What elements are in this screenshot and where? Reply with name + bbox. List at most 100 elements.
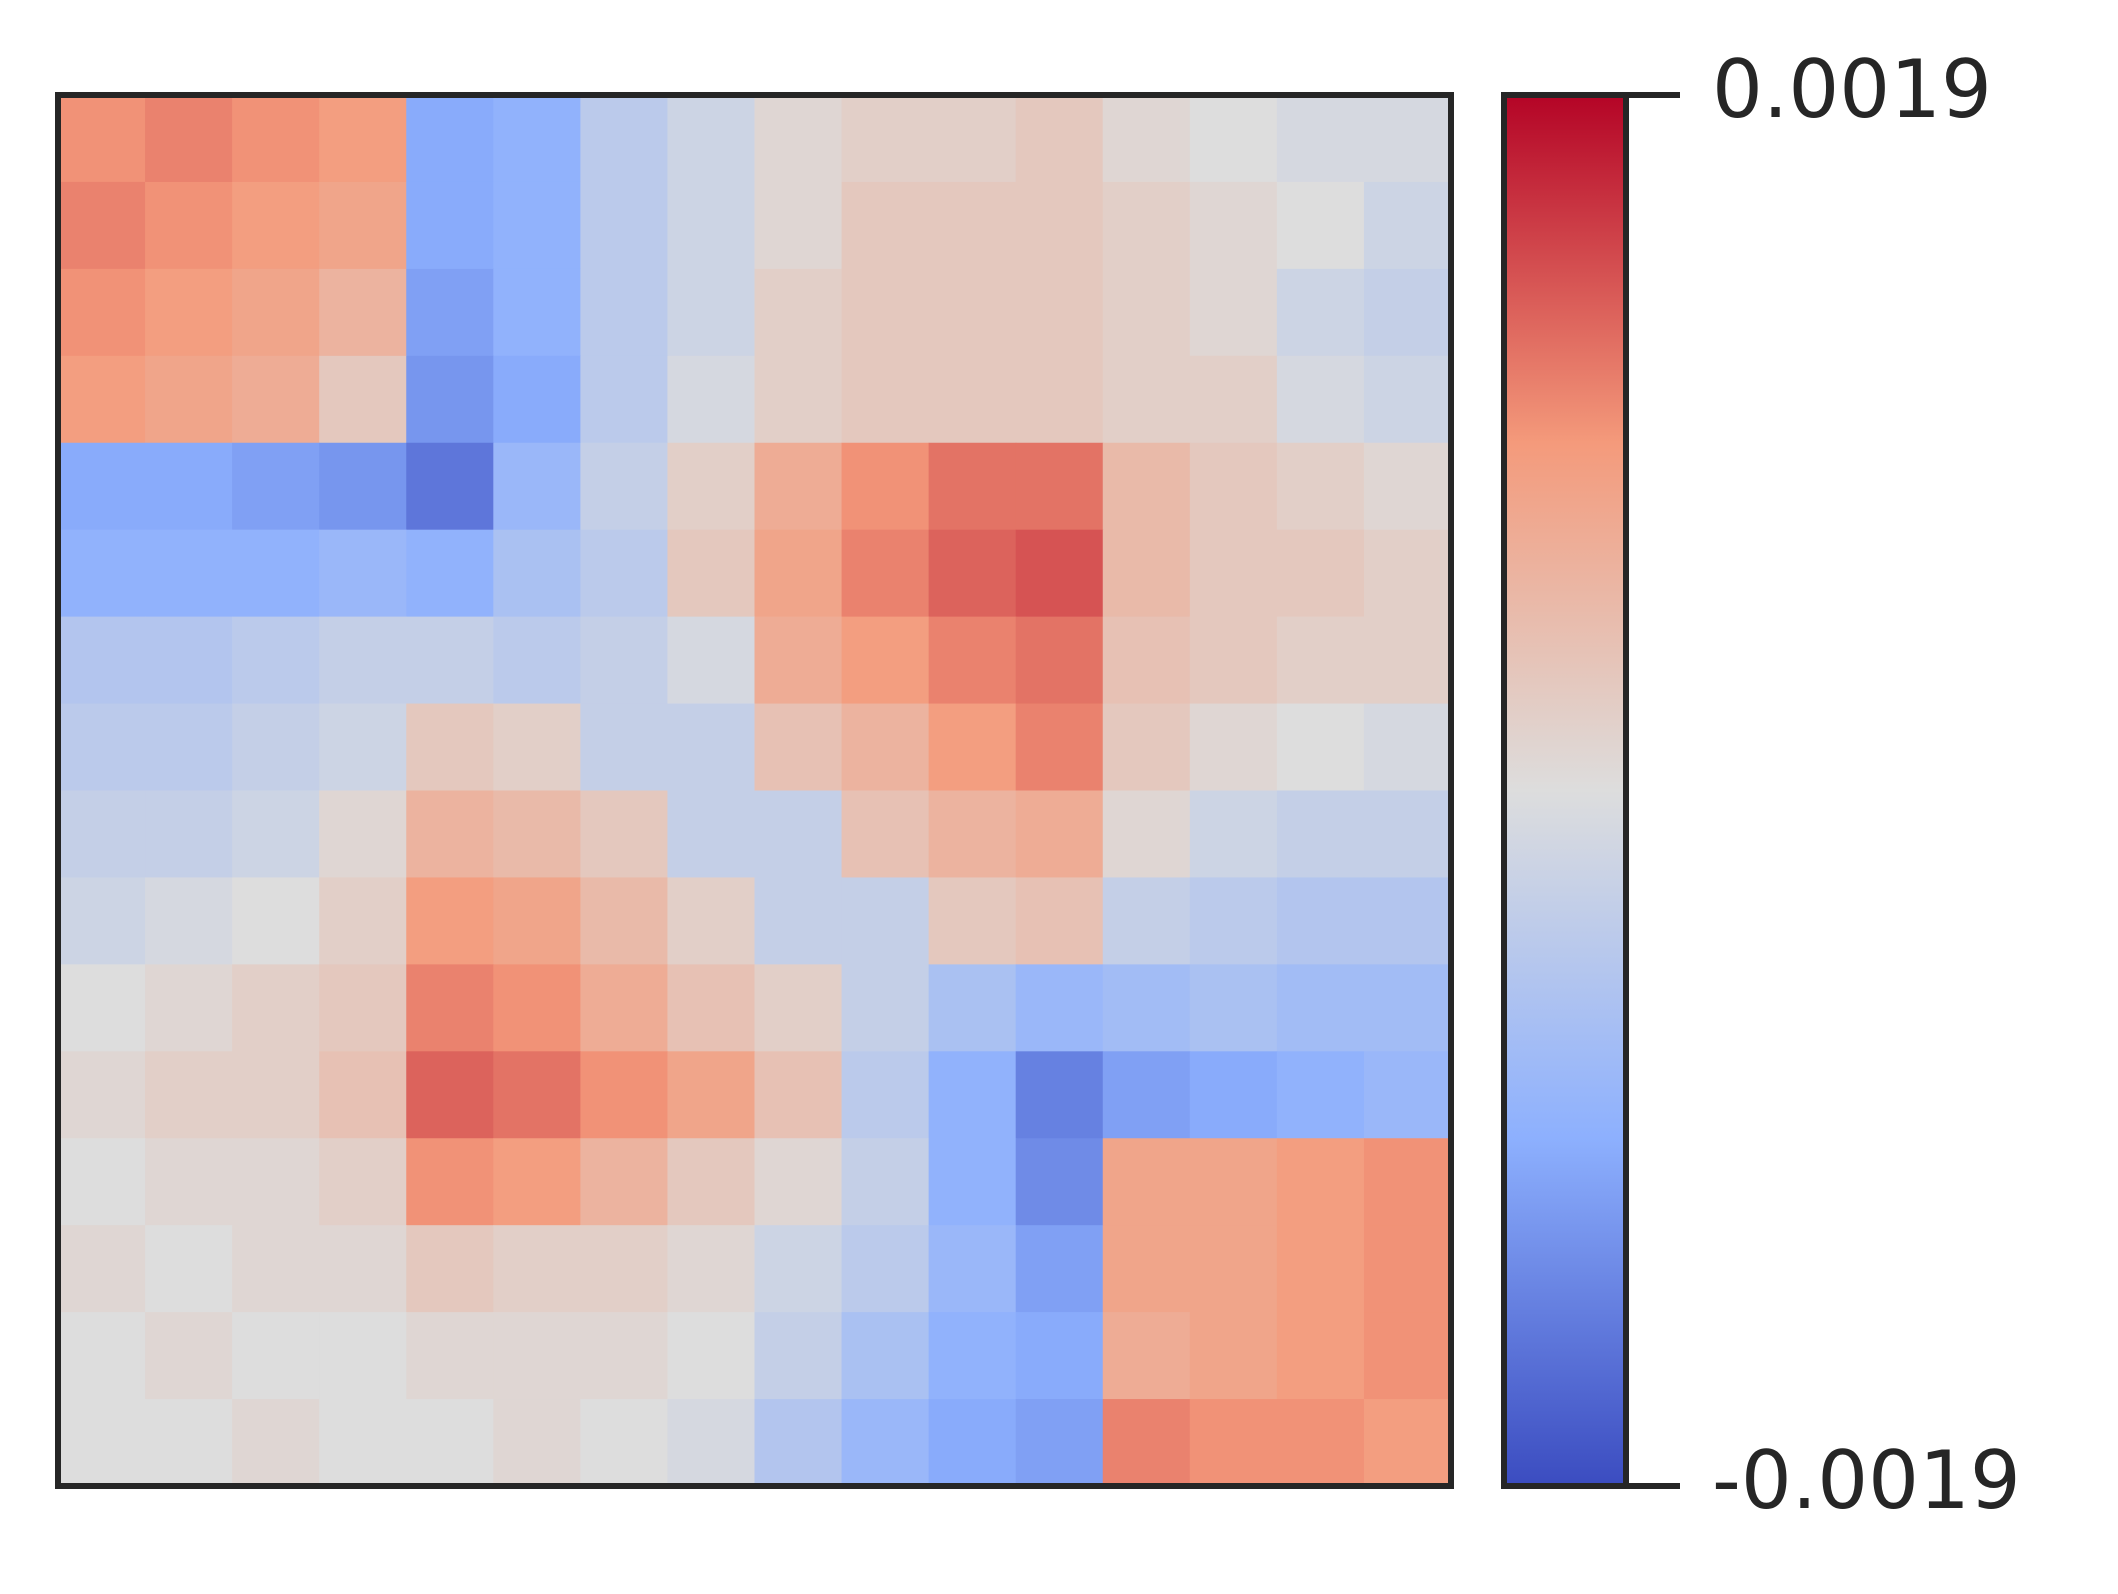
heatmap-cell	[232, 1399, 320, 1487]
heatmap-cell	[493, 964, 581, 1052]
heatmap-cell	[841, 790, 930, 879]
heatmap-cell	[667, 1399, 756, 1487]
heatmap-cell	[928, 703, 1017, 792]
heatmap-cell	[493, 1138, 581, 1226]
heatmap-cell	[1189, 529, 1278, 618]
heatmap-cell	[1015, 616, 1104, 705]
heatmap-cell	[928, 964, 1017, 1052]
heatmap-cell	[1189, 355, 1278, 444]
heatmap-cell	[319, 181, 407, 270]
heatmap-cell	[667, 1312, 756, 1400]
heatmap-cell	[928, 1312, 1017, 1400]
heatmap-cell	[406, 268, 494, 357]
heatmap-cell	[406, 95, 494, 183]
heatmap-cell	[493, 703, 581, 792]
heatmap-cell	[145, 529, 233, 618]
heatmap-cell	[580, 1138, 669, 1226]
heatmap-cell	[319, 1312, 407, 1400]
heatmap-cell	[319, 703, 407, 792]
heatmap-cell	[1276, 1399, 1365, 1487]
heatmap-cell	[493, 268, 581, 357]
heatmap-cell	[667, 1138, 756, 1226]
heatmap-cell	[841, 95, 930, 183]
heatmap-cell	[754, 1138, 843, 1226]
heatmap-cell	[1276, 355, 1365, 444]
heatmap-cell	[1102, 529, 1191, 618]
heatmap-cell	[841, 1138, 930, 1226]
heatmap-cell	[319, 529, 407, 618]
heatmap-cell	[406, 790, 494, 879]
heatmap-cell	[58, 1312, 146, 1400]
heatmap-cell	[1015, 442, 1104, 531]
heatmap-cell	[1015, 1225, 1104, 1313]
heatmap-cell	[1189, 703, 1278, 792]
heatmap-cell	[928, 442, 1017, 531]
heatmap-cell	[493, 355, 581, 444]
heatmap-cell	[841, 181, 930, 270]
heatmap-cell	[319, 1051, 407, 1139]
heatmap-cell	[1015, 703, 1104, 792]
heatmap-cell	[1015, 355, 1104, 444]
heatmap-cell	[493, 1399, 581, 1487]
heatmap-cell	[58, 616, 146, 705]
heatmap-cell	[406, 181, 494, 270]
heatmap-cell	[1189, 1051, 1278, 1139]
heatmap-cell	[667, 95, 756, 183]
heatmap-cell	[1363, 1225, 1452, 1313]
heatmap-cell	[1363, 529, 1452, 618]
heatmap-cell	[667, 268, 756, 357]
heatmap-cell	[232, 1138, 320, 1226]
heatmap-cell	[58, 95, 146, 183]
heatmap-cell	[1189, 268, 1278, 357]
heatmap-cell	[319, 355, 407, 444]
heatmap-cell	[841, 964, 930, 1052]
heatmap-cell	[232, 181, 320, 270]
heatmap-cell	[754, 529, 843, 618]
heatmap-cell	[232, 703, 320, 792]
heatmap-cell	[493, 1312, 581, 1400]
heatmap-cell	[232, 442, 320, 531]
heatmap-cell	[928, 877, 1017, 965]
heatmap-cell	[1363, 1138, 1452, 1226]
heatmap-cell	[1015, 95, 1104, 183]
heatmap-cell	[928, 268, 1017, 357]
heatmap-cell	[928, 1225, 1017, 1313]
heatmap-cell	[1102, 1051, 1191, 1139]
heatmap-cell	[1189, 95, 1278, 183]
heatmap-cell	[667, 616, 756, 705]
heatmap-cell	[232, 529, 320, 618]
heatmap-cell	[580, 95, 669, 183]
heatmap-cell	[928, 181, 1017, 270]
heatmap-cell	[667, 1225, 756, 1313]
heatmap-cell	[580, 1312, 669, 1400]
heatmap-cell	[145, 964, 233, 1052]
heatmap-cell	[406, 529, 494, 618]
colorbar-tick-label: 0.0019	[1712, 43, 1992, 136]
heatmap-cell	[841, 268, 930, 357]
heatmap-cell	[58, 1138, 146, 1226]
heatmap-cell	[406, 355, 494, 444]
heatmap-cell	[1276, 616, 1365, 705]
heatmap-cell	[1102, 964, 1191, 1052]
heatmap-cell	[1276, 1051, 1365, 1139]
heatmap-cell	[667, 529, 756, 618]
heatmap-cell	[232, 1312, 320, 1400]
heatmap-cell	[406, 964, 494, 1052]
heatmap-cell	[1363, 268, 1452, 357]
heatmap-cell	[406, 616, 494, 705]
heatmap-cell	[319, 964, 407, 1052]
heatmap-cell	[493, 616, 581, 705]
heatmap-cell	[1102, 95, 1191, 183]
heatmap-cell	[841, 1312, 930, 1400]
heatmap-cell	[1276, 529, 1365, 618]
heatmap-cell	[232, 616, 320, 705]
heatmap-cell	[145, 790, 233, 879]
heatmap-cell	[58, 181, 146, 270]
heatmap-cell	[1102, 790, 1191, 879]
heatmap-cell	[493, 95, 581, 183]
heatmap-cell	[1276, 181, 1365, 270]
heatmap-cell	[580, 790, 669, 879]
heatmap-cell	[667, 355, 756, 444]
heatmap-cell	[754, 703, 843, 792]
